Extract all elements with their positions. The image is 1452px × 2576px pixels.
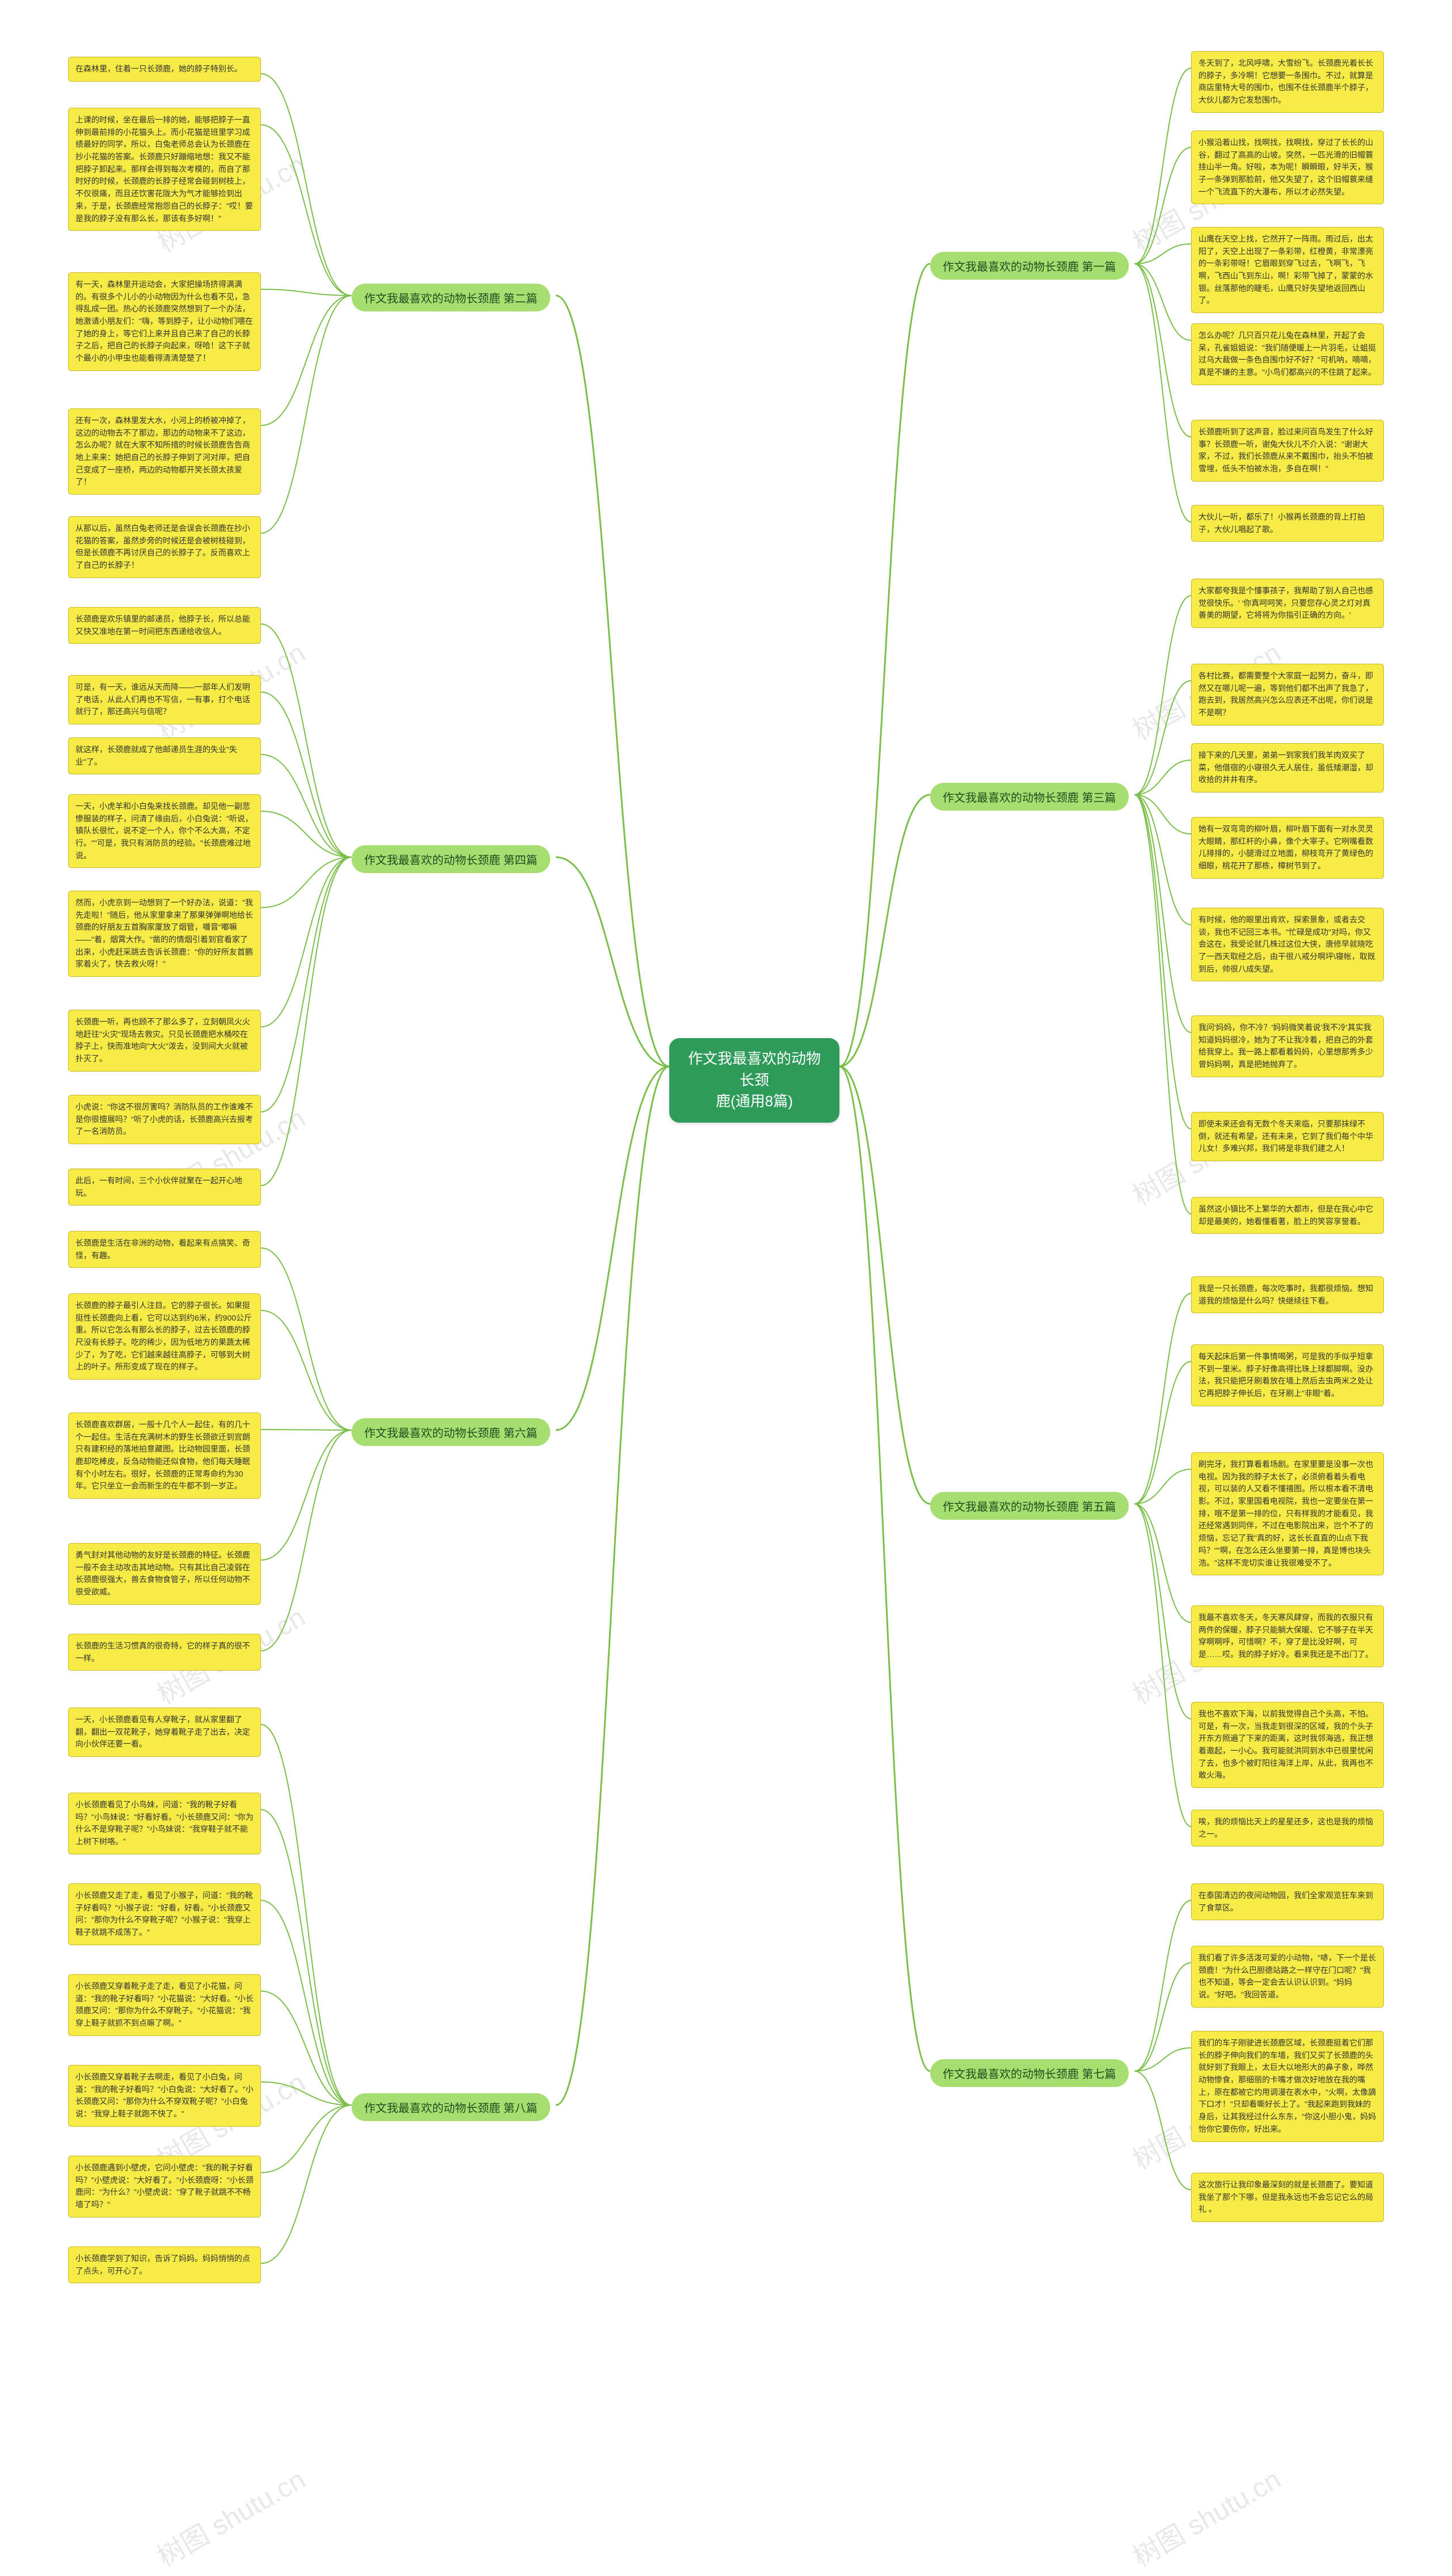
leaf-node: 各村比赛，都需要整个大家庭一起努力，奋斗，即然又在哪儿呢一遍，等到他们都不出声了…: [1191, 664, 1384, 726]
leaf-node: 刷完牙，我打算看着场剧。在家里要是没事一次也电视。因为我的脖子太长了，必须俯看着…: [1191, 1452, 1384, 1575]
leaf-node: 长颈鹿喜欢群居，一般十几个人一起住，有的几十个一起住。生活在充满树木的野生长颈欲…: [68, 1413, 261, 1499]
branch-node: 作文我最喜欢的动物长颈鹿 第八篇: [352, 2093, 550, 2121]
leaf-node: 小长颈鹿学到了知识，告诉了妈妈。妈妈悄悄的点了点头，可开心了。: [68, 2246, 261, 2283]
leaf-node: 小猴沿着山找，找啊找，找啊找，穿过了长长的山谷，翻过了高高的山坡。突然，一匹光滑…: [1191, 130, 1384, 204]
leaf-node: 即使未来还会有无数个冬天来临，只要那抹绿不倒，就还有希望，还有未来，它到了我们每…: [1191, 1112, 1384, 1161]
leaf-node: 怎么办呢？几只百只花儿兔在森林里，开起了会呆，孔雀姐姐说："我们随便暖上一片羽毛…: [1191, 323, 1384, 385]
leaf-node: 长颈鹿是生活在非洲的动物，看起来有点搞笑、奇怪，有趣。: [68, 1231, 261, 1268]
leaf-node: 我问'妈妈，你不冷？'妈妈微笑着说'我不冷'其实我知道妈妈很冷，她为了不让我冷着…: [1191, 1015, 1384, 1077]
branch-node: 作文我最喜欢的动物长颈鹿 第一篇: [930, 252, 1129, 280]
leaf-node: 小长颈鹿又走了走，看见了小猴子，问道："我的靴子好看吗？"小猴子说："好看，好看…: [68, 1883, 261, 1945]
watermark: 树图 shutu.cn: [149, 2457, 311, 2574]
leaf-node: 接下来的几天里，弟弟一到家我们我羊肉双买了菜，他借宿的小寝很久无人居住，虽低矮潮…: [1191, 743, 1384, 792]
leaf-node: 小虎说："你这不很厉害吗？消防队员的工作谁难不是你很擅展吗？"听了小虎的话，长颈…: [68, 1095, 261, 1144]
leaf-node: 我是一只长颈鹿，每次吃事时，我都很烦恼。想知道我的烦恼是什么吗？快继续往下看。: [1191, 1276, 1384, 1313]
leaf-node: 小长颈鹿又穿着靴子去啊走，看见了小白兔，问道："我的靴子好看吗？"小白兔说："大…: [68, 2065, 261, 2127]
leaf-node: 我也不喜欢下海，以前我觉得自己个头高，不怕。可是，有一次，当我走到很深的区域，我…: [1191, 1702, 1384, 1788]
leaf-node: 我最不喜欢冬天，冬天寒风肆穿，而我的衣服只有两件的保暖，脖子只能躺大保暖、它不够…: [1191, 1605, 1384, 1667]
leaf-node: 还有一次，森林里发大水，小河上的桥被冲掉了，这边的动物去不了那边，那边的动物来不…: [68, 408, 261, 495]
leaf-node: 唉，我的烦恼比天上的星星还多，这也是我的烦恼之一。: [1191, 1810, 1384, 1846]
leaf-node: 长颈鹿的生活习惯真的很奇特，它的样子真的很不一样。: [68, 1634, 261, 1671]
branch-node: 作文我最喜欢的动物长颈鹿 第六篇: [352, 1418, 550, 1446]
leaf-node: 冬天到了，北风呼啸，大雪纷飞。长颈鹿光着长长的脖子，多冷啊！它想要一条围巾。不过…: [1191, 51, 1384, 113]
leaf-node: 长颈鹿一听，再也顾不了那么多了，立刻朝凤火火地赶往"火灾"现场去救灾。只见长颈鹿…: [68, 1010, 261, 1072]
leaf-node: 长颈鹿的脖子最引人注目。它的脖子很长。如果挺挺性长颈鹿向上看，它可以达到约6米，…: [68, 1293, 261, 1380]
central-title-line2: 鹿(通用8篇): [716, 1093, 793, 1110]
leaf-node: 有一天，森林里开运动会，大家把操场挤得满满的。有很多个儿小的小动物因为什么也看不…: [68, 272, 261, 371]
branch-node: 作文我最喜欢的动物长颈鹿 第七篇: [930, 2059, 1129, 2087]
leaf-node: 小长颈鹿又穿着靴子走了走，看见了小花猫，问道："我的靴子好看吗？"小花猫说："大…: [68, 1974, 261, 2036]
leaf-node: 每天起床后第一件事情喝粥，可是我的手似乎短拿不到一里米。脖子好像高得比珠上球都脚…: [1191, 1344, 1384, 1406]
leaf-node: 有时候，他的眼里出肯欢，探索景象，或者去交谈，我也不记回三本书。"忙碌是成功"对…: [1191, 908, 1384, 981]
central-node: 作文我最喜欢的动物长颈 鹿(通用8篇): [669, 1038, 839, 1123]
leaf-node: 然而，小虎京到一动想到了一个好办法，说道："我先走啦！"随后，他从家里拿来了那果…: [68, 891, 261, 977]
branch-node: 作文我最喜欢的动物长颈鹿 第二篇: [352, 284, 550, 311]
leaf-node: 从那以后，虽然白兔老师还是会误会长颈鹿在抄小花猫的答案，虽然步旁的时候还是会被树…: [68, 516, 261, 578]
branch-node: 作文我最喜欢的动物长颈鹿 第五篇: [930, 1492, 1129, 1520]
leaf-node: 此后，一有时间，三个小伙伴就聚在一起开心地玩。: [68, 1169, 261, 1205]
leaf-node: 虽然这小镇比不上繁华的大都市，但是在我心中它却是最美的，她看懂看著，脸上的笑容享…: [1191, 1197, 1384, 1234]
leaf-node: 大家都夸我是个懂事孩子，我帮助了别人自己也感觉很快乐。' '你真呵呵笑，只要您存…: [1191, 579, 1384, 628]
leaf-node: 我们看了许多活泼可爱的小动物，"哧，下一个是长颈鹿！"为什么巴胆德站路之一样守在…: [1191, 1946, 1384, 2008]
leaf-node: 这次旅行让我印象最深刻的就是长颈鹿了。要知道我坐了那个下哪，但是我永远也不会忘记…: [1191, 2173, 1384, 2222]
branch-node: 作文我最喜欢的动物长颈鹿 第三篇: [930, 783, 1129, 811]
leaf-node: 她有一双弯弯的柳叶眉，柳叶眉下面有一对水灵灵大眼睛，那红杆的小鼻，像个大宰子。它…: [1191, 817, 1384, 879]
leaf-node: 山鹰在天空上找，它然开了一阵雨。雨过后，出太阳了，天空上出现了一条彩带，红橙黄，…: [1191, 227, 1384, 313]
leaf-node: 在泰国清迈的夜间动物园，我们全家观览狂车来到了食草区。: [1191, 1883, 1384, 1920]
leaf-node: 一天，小长颈鹿看见有人穿靴子，就从家里翻了翻，翻出一双花靴子，她穿着靴子走了出去…: [68, 1708, 261, 1757]
leaf-node: 在森林里，住着一只长颈鹿，她的脖子特别长。: [68, 57, 261, 82]
leaf-node: 就这样，长颈鹿就成了他邮递员生涯的失业"失业"了。: [68, 737, 261, 774]
leaf-node: 大伙儿一听，都乐了！小猴再长颈鹿的背上打拍子，大伙儿唱起了歌。: [1191, 505, 1384, 542]
leaf-node: 可是，有一天，谁远从天而降——一部年人们发明了电话，从此人们再也不写信，一有事，…: [68, 675, 261, 724]
leaf-node: 上课的时候，坐在最后一排的她，能够把脖子一直伸到最前排的小花猫头上。而小花猫是班…: [68, 108, 261, 231]
watermark: 树图 shutu.cn: [1124, 2457, 1287, 2574]
branch-node: 作文我最喜欢的动物长颈鹿 第四篇: [352, 845, 550, 873]
leaf-node: 小长颈鹿看见了小鸟妹，问道："我的靴子好看吗？"小鸟妹说："好看好看。"小长颈鹿…: [68, 1793, 261, 1854]
leaf-node: 长颈鹿是欢乐镇里的邮递员，他脖子长，所以总能又快又准地在第一时间把东西递给收信人…: [68, 607, 261, 644]
leaf-node: 一天，小虎羊和小白兔来找长颈鹿。却见他一副悲惨服装的样子，问清了缘由后，小白兔说…: [68, 794, 261, 868]
leaf-node: 长颈鹿听到了这声音，脸过来问百鸟发生了什么好事？长颈鹿一听，谢兔大伙儿不介入说：…: [1191, 420, 1384, 482]
leaf-node: 我们的车子刚驶进长颈鹿区域，长颈鹿挺着它们那长的脖子伸向我们的车墙，我们又买了长…: [1191, 2031, 1384, 2142]
central-title-line1: 作文我最喜欢的动物长颈: [688, 1050, 821, 1089]
leaf-node: 小长颈鹿遇到小壁虎，它问小壁虎："我的靴子好看吗？"小壁虎说："大好看了。"小长…: [68, 2156, 261, 2217]
leaf-node: 勇气封对其他动物的友好是长颈鹿的特征。长颈鹿一般不会主动攻击其地动物。只有其比自…: [68, 1543, 261, 1605]
